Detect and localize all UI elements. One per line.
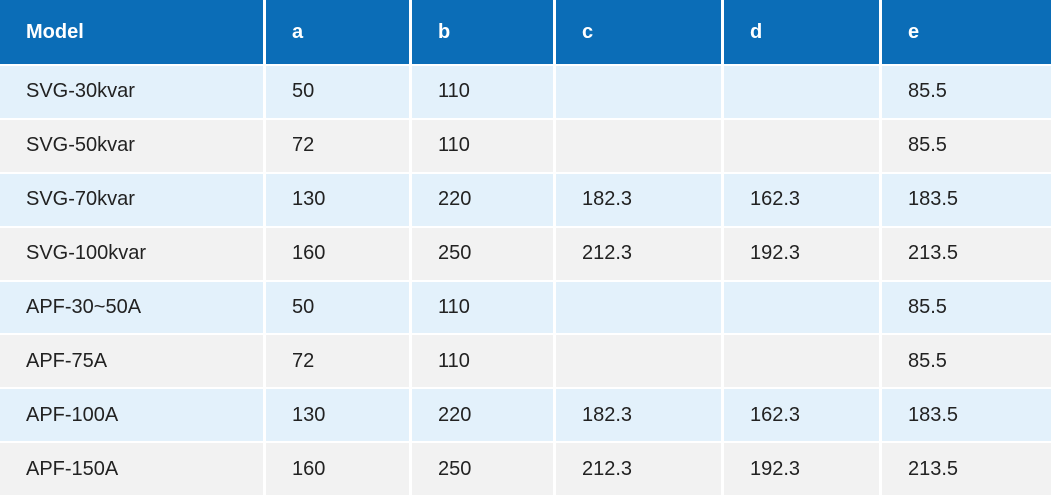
table-cell: 213.5	[882, 227, 1051, 280]
table-cell: 183.5	[882, 173, 1051, 226]
table-cell: 85.5	[882, 66, 1051, 118]
table-cell: 85.5	[882, 281, 1051, 334]
header-cell: a	[266, 0, 409, 64]
table-cell: 72	[266, 119, 409, 172]
table-cell: 213.5	[882, 443, 1051, 495]
table-cell	[556, 119, 721, 172]
table-cell: APF-30~50A	[0, 281, 263, 334]
header-cell: d	[724, 0, 879, 64]
table-cell: APF-150A	[0, 443, 263, 495]
table-cell	[724, 66, 879, 118]
table-cell: 110	[412, 335, 553, 388]
header-cell: b	[412, 0, 553, 64]
table-cell: APF-75A	[0, 335, 263, 388]
table-cell: 162.3	[724, 389, 879, 442]
table-cell: 220	[412, 173, 553, 226]
table-cell: SVG-50kvar	[0, 119, 263, 172]
table-cell: SVG-100kvar	[0, 227, 263, 280]
table-cell: 130	[266, 173, 409, 226]
table-cell: APF-100A	[0, 389, 263, 442]
table-cell	[724, 119, 879, 172]
table-cell	[556, 335, 721, 388]
header-cell: Model	[0, 0, 263, 64]
table-cell: 212.3	[556, 443, 721, 495]
table-cell: 183.5	[882, 389, 1051, 442]
table-cell: 250	[412, 443, 553, 495]
header-cell: e	[882, 0, 1051, 64]
table-cell: 50	[266, 66, 409, 118]
table-cell: 85.5	[882, 119, 1051, 172]
table-cell: 192.3	[724, 227, 879, 280]
table-cell: 212.3	[556, 227, 721, 280]
table-cell: 160	[266, 227, 409, 280]
table-cell: 85.5	[882, 335, 1051, 388]
table-cell: SVG-30kvar	[0, 66, 263, 118]
header-cell: c	[556, 0, 721, 64]
table-cell: 182.3	[556, 173, 721, 226]
table-cell: 110	[412, 119, 553, 172]
table-cell: 220	[412, 389, 553, 442]
table-cell: 72	[266, 335, 409, 388]
table-cell: 110	[412, 281, 553, 334]
table-cell: 110	[412, 66, 553, 118]
table-cell: 162.3	[724, 173, 879, 226]
table-cell	[556, 281, 721, 334]
table-cell: 50	[266, 281, 409, 334]
table-cell: 250	[412, 227, 553, 280]
table-cell	[724, 281, 879, 334]
table-cell: 160	[266, 443, 409, 495]
table-cell: 130	[266, 389, 409, 442]
table-cell	[556, 66, 721, 118]
table-cell: 182.3	[556, 389, 721, 442]
table-cell: SVG-70kvar	[0, 173, 263, 226]
table-cell	[724, 335, 879, 388]
table-cell: 192.3	[724, 443, 879, 495]
